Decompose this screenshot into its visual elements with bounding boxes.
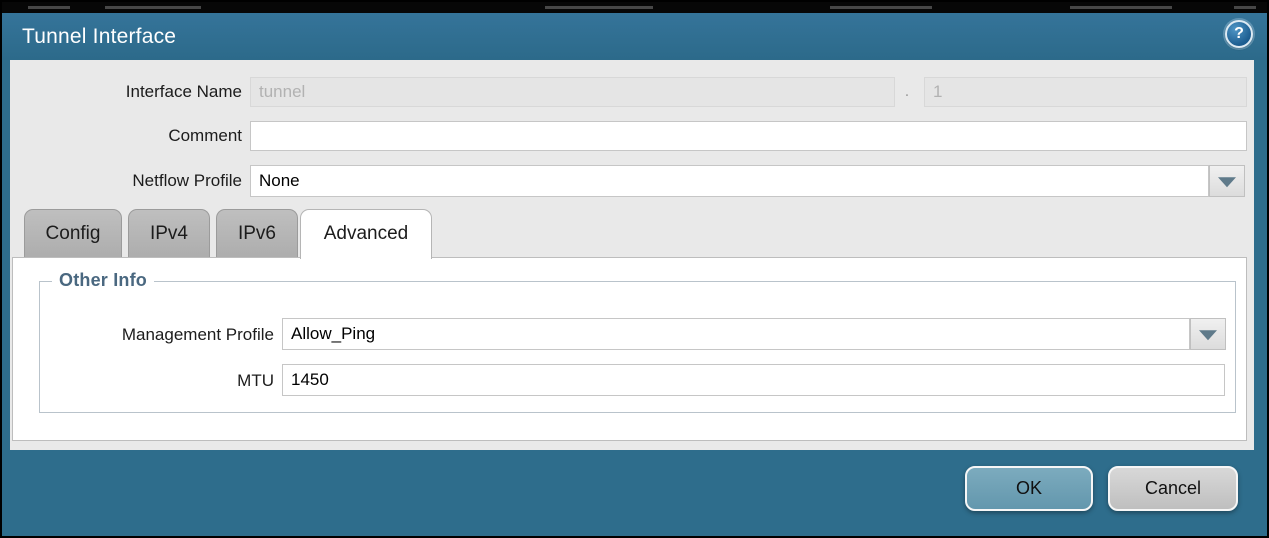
dialog-body: Interface Name . Comment Netflow Profile…	[10, 60, 1254, 450]
chevron-down-icon	[1218, 177, 1236, 188]
other-info-fieldset: Other Info Management Profile MTU	[39, 270, 1236, 413]
chevron-down-icon	[1199, 330, 1217, 341]
clipped-text-fragment	[545, 6, 653, 9]
other-info-section-title: Other Info	[52, 270, 154, 291]
dialog-titlebar: Tunnel Interface	[2, 13, 1267, 60]
advanced-tab-panel: Other Info Management Profile MTU	[12, 257, 1247, 441]
comment-input[interactable]	[250, 121, 1247, 151]
background-page-clipped	[2, 2, 1267, 13]
help-glyph: ?	[1234, 25, 1244, 42]
subinterface-number-input	[924, 77, 1247, 107]
clipped-text-fragment	[830, 6, 932, 9]
subinterface-separator: .	[904, 83, 910, 100]
management-profile-input[interactable]	[282, 318, 1190, 350]
mtu-input[interactable]	[282, 364, 1225, 396]
netflow-profile-input[interactable]	[250, 165, 1209, 197]
netflow-profile-dropdown-button[interactable]	[1209, 165, 1245, 197]
interface-name-input	[250, 77, 895, 107]
ok-button[interactable]: OK	[965, 466, 1093, 511]
tab-ipv4[interactable]: IPv4	[128, 209, 210, 257]
management-profile-dropdown-button[interactable]	[1190, 318, 1226, 350]
clipped-text-fragment	[105, 6, 201, 9]
mtu-label: MTU	[237, 371, 274, 390]
clipped-text-fragment	[28, 6, 70, 9]
tab-advanced[interactable]: Advanced	[300, 209, 432, 259]
interface-name-label: Interface Name	[125, 82, 242, 101]
clipped-text-fragment	[1234, 6, 1256, 9]
cancel-button[interactable]: Cancel	[1108, 466, 1238, 511]
management-profile-label: Management Profile	[121, 325, 274, 344]
tab-config[interactable]: Config	[24, 209, 122, 257]
tab-ipv6[interactable]: IPv6	[216, 209, 298, 257]
help-icon[interactable]: ?	[1225, 20, 1253, 48]
netflow-profile-label: Netflow Profile	[132, 171, 242, 190]
clipped-text-fragment	[1070, 6, 1172, 9]
dialog-title: Tunnel Interface	[22, 25, 177, 48]
comment-label: Comment	[168, 126, 242, 145]
